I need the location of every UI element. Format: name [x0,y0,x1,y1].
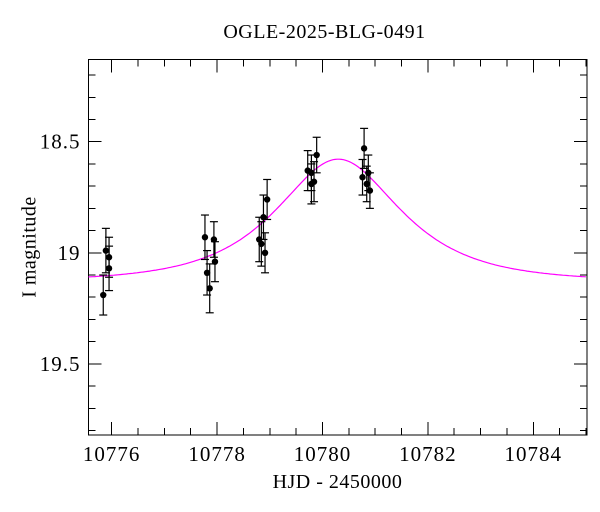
x-tick-label: 10780 [294,442,352,466]
data-point-group [259,194,268,241]
model-curve [88,158,586,278]
data-point [203,269,211,277]
data-point [359,174,366,181]
x-tick-label: 10776 [83,442,141,466]
data-point-group [365,172,374,209]
data-point-group [360,127,369,169]
data-point [201,234,209,241]
x-axis-title: HJD - 2450000 [272,471,403,493]
data-point-group [263,178,272,221]
data-point [206,285,213,292]
data-point [210,236,218,243]
data-point [105,265,113,272]
data-point-group [358,158,367,196]
y-axis-title: I magnitude [18,196,41,298]
chart-title: OGLE-2025-BLG-0491 [223,21,426,43]
y-tick-label: 19 [58,241,81,265]
data-point-group [209,221,218,258]
x-tick-label: 10784 [505,442,563,466]
data-point-group [261,232,270,274]
data-point [263,196,271,203]
y-tick-label: 18.5 [40,130,81,154]
data-point [310,178,318,185]
data-point-group [257,221,266,267]
x-tick-label: 10782 [399,442,457,466]
data-point [360,145,368,152]
data-point-group [105,245,114,292]
data-point-group [200,214,209,261]
data-point [100,291,107,299]
data-point-group [210,241,219,283]
data-point [102,247,110,254]
data-point [366,187,374,194]
data-point-group [205,263,214,314]
data-point [313,151,320,159]
data-point [261,249,269,257]
data-point-group [312,136,321,174]
data-point [258,240,265,248]
data-point-group [99,274,108,316]
data-point [260,214,267,221]
x-tick-label: 10778 [188,442,246,466]
data-point [211,258,219,265]
y-tick-label: 19.5 [40,352,81,376]
data-point [363,180,370,188]
axes-frame [88,59,588,436]
